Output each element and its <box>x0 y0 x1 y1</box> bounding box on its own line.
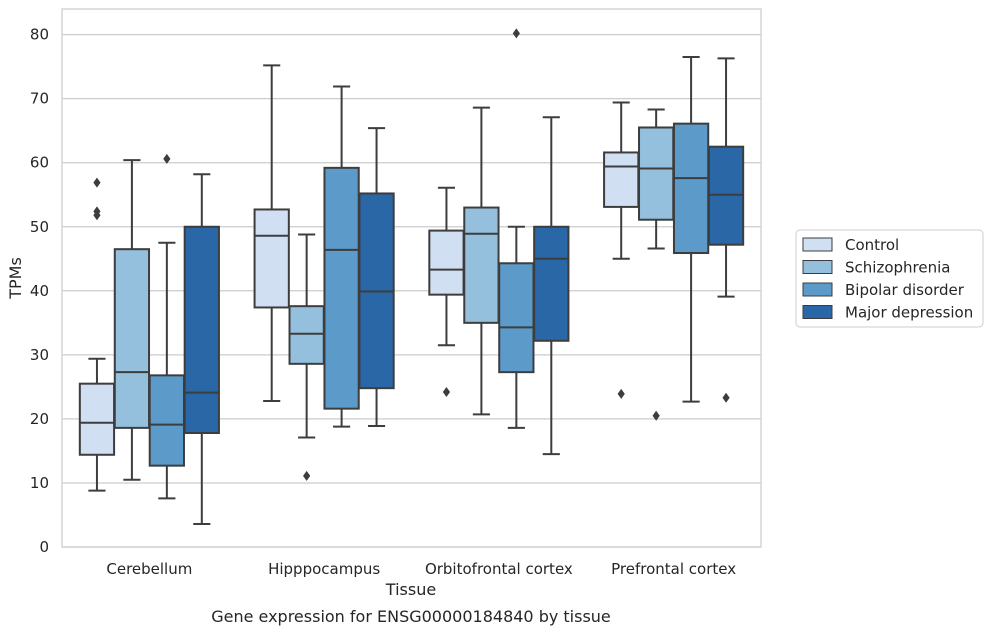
y-tick-label: 30 <box>30 346 49 364</box>
outlier-point <box>93 206 101 217</box>
iqr-box <box>78 382 116 456</box>
iqr-box <box>288 305 325 365</box>
y-tick-label: 60 <box>30 154 49 172</box>
iqr-box <box>603 151 640 208</box>
outlier-point <box>722 392 730 403</box>
iqr-box <box>253 208 290 309</box>
outlier-point <box>442 387 451 398</box>
y-tick-label: 70 <box>30 90 49 108</box>
outlier-point <box>617 388 625 399</box>
box-3-1 <box>358 127 395 427</box>
iqr-box <box>672 122 710 255</box>
x-tick-label: Orbitofrontal cortex <box>425 560 573 578</box>
legend-label: Major depression <box>845 304 973 322</box>
box-1-0 <box>113 159 151 481</box>
box-1-2 <box>463 106 500 416</box>
box-2-1 <box>323 85 360 428</box>
boxes <box>78 28 745 525</box>
y-axis-ticks: 0 10 20 30 40 50 60 70 80 <box>30 26 49 556</box>
iqr-box <box>533 225 570 342</box>
y-tick-label: 40 <box>30 282 49 300</box>
plot-area-frame <box>61 8 762 548</box>
x-tick-label: Prefrontal cortex <box>611 560 736 578</box>
outlier-point <box>512 28 520 39</box>
figure-caption: Gene expression for ENSG00000184840 by t… <box>211 607 611 626</box>
iqr-box <box>113 248 151 429</box>
outlier-point <box>652 410 660 421</box>
y-axis-title: TPMs <box>6 257 25 300</box>
box-1-3 <box>638 108 675 421</box>
box-2-2 <box>498 28 535 429</box>
y-tick-label: 20 <box>30 410 49 428</box>
legend-swatch <box>802 282 833 297</box>
box-3-0 <box>183 173 220 525</box>
x-axis-ticks: Cerebellum Hipppocampus Orbitofrontal cort… <box>106 560 736 578</box>
x-tick-label: Hipppocampus <box>268 560 380 578</box>
box-1-1 <box>288 233 325 481</box>
legend-label: Control <box>845 236 899 254</box>
legend-swatch <box>802 305 833 319</box>
legend-frame <box>795 229 984 328</box>
iqr-box <box>148 374 185 467</box>
outlier-point <box>303 470 311 481</box>
legend-label: Schizophrenia <box>845 259 950 277</box>
box-0-3 <box>603 101 640 399</box>
outlier-point <box>93 177 101 188</box>
legend: Control Schizophrenia Bipolar disorder Majo… <box>795 229 984 328</box>
box-0-1 <box>253 64 290 402</box>
box-3-3 <box>707 57 745 403</box>
iqr-box <box>323 166 360 410</box>
box-0-0 <box>78 177 116 492</box>
legend-swatch <box>802 260 833 274</box>
iqr-box <box>463 206 500 324</box>
y-tick-label: 50 <box>30 218 49 236</box>
iqr-box <box>498 262 535 374</box>
iqr-box <box>428 229 465 296</box>
x-tick-label: Cerebellum <box>106 560 192 578</box>
y-tick-label: 80 <box>30 26 49 44</box>
legend-swatch <box>802 237 833 252</box>
legend-label: Bipolar disorder <box>845 281 965 299</box>
iqr-box <box>183 225 220 434</box>
iqr-box <box>638 126 675 221</box>
x-axis-title: Tissue <box>385 580 436 599</box>
outlier-point <box>163 153 171 164</box>
box-3-2 <box>533 116 570 456</box>
box-2-0 <box>148 153 185 500</box>
box-0-2 <box>428 186 465 398</box>
box-2-3 <box>672 56 710 403</box>
y-tick-label: 0 <box>39 538 49 556</box>
y-tick-label: 10 <box>30 474 49 492</box>
